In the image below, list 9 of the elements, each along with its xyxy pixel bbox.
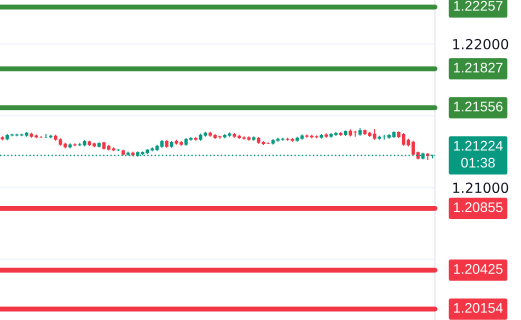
ref-line-label: 1.22257 — [454, 0, 502, 11]
ref-line-label: 1.21556 — [454, 102, 503, 112]
y-tick-label: 1.21000 — [453, 182, 508, 194]
ref-line-label: 1.20425 — [454, 264, 503, 274]
ref-line-label: 1.21224 01:38 — [454, 140, 503, 168]
ref-line-label: 1.20855 — [454, 202, 503, 212]
y-tick-label: 1.22000 — [453, 38, 508, 50]
ref-line-label: 1.20154 — [454, 302, 503, 313]
ref-line-label: 1.21827 — [454, 62, 502, 73]
